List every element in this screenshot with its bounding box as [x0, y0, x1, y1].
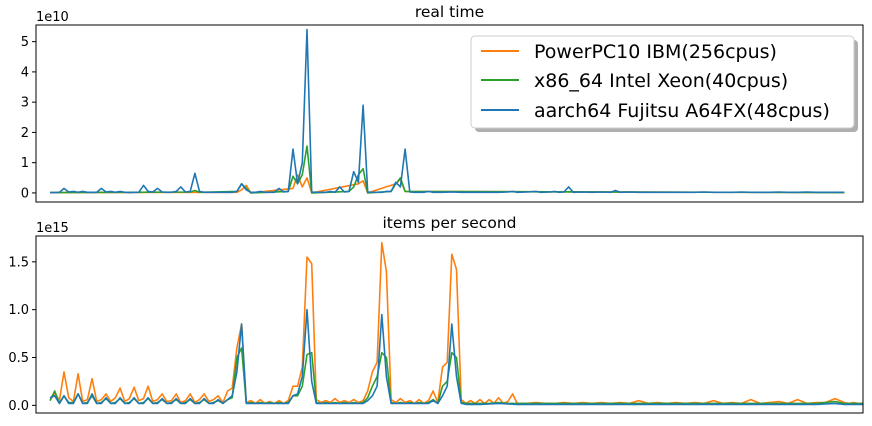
items-per-second-panel: items per second 1e15 0.0 0.5 1.0 1.5 [8, 214, 864, 414]
items-per-second-plot-area [49, 241, 863, 406]
real-time-offset-label: 1e10 [36, 10, 69, 25]
legend-label-x86_64: x86_64 Intel Xeon(40cpus) [534, 70, 788, 92]
items-per-second-offset-label: 1e15 [36, 221, 69, 236]
real-time-frame [35, 24, 864, 203]
y-tick-label: 2 [21, 126, 29, 141]
series-line-aarch64 [50, 28, 845, 194]
items-per-second-frame [35, 235, 864, 414]
y-tick-label: 3 [21, 96, 29, 111]
real-time-y-axis: 0 1 2 3 4 5 [21, 35, 36, 201]
legend: PowerPC10 IBM(256cpus) x86_64 Intel Xeon… [470, 35, 858, 132]
legend-box [470, 35, 855, 129]
y-tick-label: 1 [21, 156, 29, 171]
series-line-aarch64 [49, 308, 863, 406]
y-tick-label: 0.5 [8, 351, 29, 366]
y-tick-label: 4 [21, 65, 29, 80]
real-time-panel: real time 1e10 0 1 2 3 4 5 PowerPC10 IBM(256c… [21, 3, 864, 203]
legend-label-powerpc10: PowerPC10 IBM(256cpus) [534, 41, 777, 63]
y-tick-label: 1.0 [8, 303, 29, 318]
y-tick-label: 5 [21, 35, 29, 50]
y-tick-label: 0.0 [8, 399, 29, 414]
y-tick-label: 1.5 [8, 255, 29, 270]
y-tick-label: 0 [21, 186, 29, 201]
legend-label-aarch64: aarch64 Fujitsu A64FX(48cpus) [534, 100, 830, 122]
items-per-second-y-axis: 0.0 0.5 1.0 1.5 [8, 255, 36, 414]
real-time-title: real time [415, 3, 484, 21]
items-per-second-title: items per second [383, 214, 517, 232]
real-time-plot-area [49, 28, 845, 194]
